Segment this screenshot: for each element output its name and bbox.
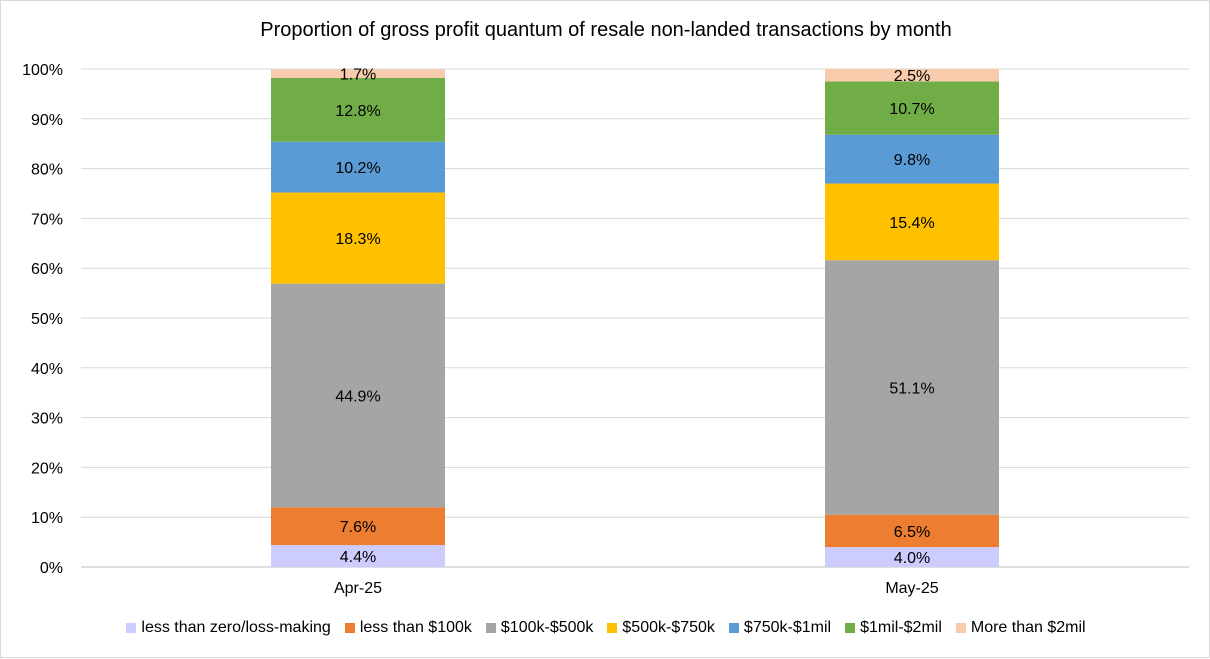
data-label: 4.0% — [894, 550, 930, 567]
legend: less than zero/loss-making less than $100… — [1, 619, 1210, 637]
y-tick-label: 40% — [31, 361, 63, 378]
legend-swatch — [126, 623, 137, 633]
y-tick-label: 50% — [31, 311, 63, 328]
y-tick-label: 10% — [31, 510, 63, 527]
data-label: 51.1% — [889, 380, 934, 397]
legend-item: $500k-$750k — [607, 619, 715, 637]
bar-segment — [271, 77, 445, 142]
y-tick-label: 90% — [31, 112, 63, 129]
bar-segment — [271, 283, 445, 508]
data-label: 1.7% — [340, 67, 376, 84]
x-tick-label: Apr-25 — [334, 580, 382, 597]
legend-swatch — [485, 623, 496, 633]
legend-label: $500k-$750k — [622, 619, 715, 636]
data-label: 7.6% — [340, 519, 376, 536]
legend-item: $1mil-$2mil — [845, 619, 942, 637]
bar-segment — [825, 260, 999, 515]
y-tick-label: 30% — [31, 411, 63, 428]
data-label: 10.7% — [889, 101, 934, 118]
bar-segment — [825, 134, 999, 184]
legend-swatch — [728, 623, 739, 633]
y-tick-label: 0% — [40, 560, 63, 577]
y-tick-label: 20% — [31, 460, 63, 477]
legend-item: less than zero/loss-making — [126, 619, 331, 637]
y-tick-label: 60% — [31, 261, 63, 278]
bar-segment — [271, 545, 445, 567]
y-tick-label: 80% — [31, 162, 63, 179]
legend-swatch — [344, 623, 355, 633]
data-label: 9.8% — [894, 152, 930, 169]
data-label: 44.9% — [335, 388, 380, 405]
data-label: 15.4% — [889, 215, 934, 232]
data-label: 18.3% — [335, 231, 380, 248]
legend-swatch — [955, 623, 966, 633]
chart-title: Proportion of gross profit quantum of re… — [260, 19, 952, 41]
bar-segment — [825, 81, 999, 135]
legend-label: less than $100k — [359, 619, 472, 636]
bar-segment — [271, 141, 445, 193]
legend-label: less than zero/loss-making — [141, 619, 331, 636]
legend-label: $100k-$500k — [500, 619, 594, 636]
legend-swatch — [845, 623, 856, 633]
legend-item: $750k-$1mil — [728, 619, 832, 637]
bar-segment — [825, 183, 999, 261]
legend-swatch — [607, 623, 618, 633]
bar-segment — [271, 69, 445, 78]
data-label: 12.8% — [335, 103, 380, 120]
bar-segment — [825, 514, 999, 548]
bar-segment — [271, 507, 445, 546]
x-tick-label: May-25 — [885, 580, 938, 597]
y-tick-label: 70% — [31, 211, 63, 228]
legend-label: $1mil-$2mil — [860, 619, 942, 636]
data-label: 6.5% — [894, 524, 930, 541]
data-label: 4.4% — [340, 549, 376, 566]
legend-item: More than $2mil — [955, 619, 1086, 637]
y-tick-label: 100% — [22, 62, 63, 79]
legend-item: $100k-$500k — [485, 619, 594, 637]
data-label: 10.2% — [335, 160, 380, 177]
data-label: 2.5% — [894, 68, 930, 85]
bar-segment — [271, 192, 445, 284]
legend-label: More than $2mil — [970, 619, 1086, 636]
bar-segment — [825, 69, 999, 82]
legend-item: less than $100k — [344, 619, 472, 637]
legend-label: $750k-$1mil — [743, 619, 832, 636]
bar-segment — [825, 547, 999, 567]
